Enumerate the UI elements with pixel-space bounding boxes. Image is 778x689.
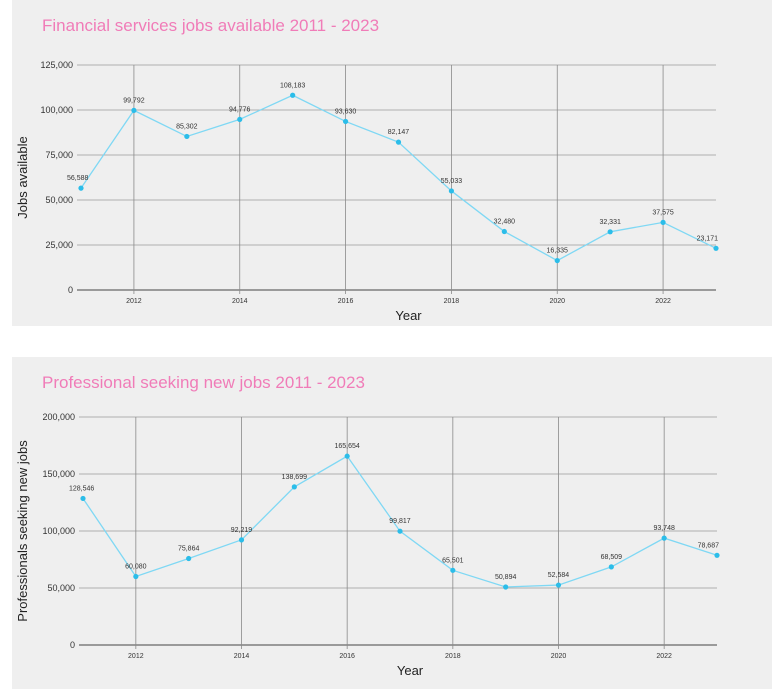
data-label: 65,501	[442, 557, 464, 564]
x-axis-label: Year	[397, 663, 424, 678]
data-point	[80, 495, 86, 502]
data-label: 108,183	[280, 82, 305, 89]
data-label: 37,575	[652, 209, 674, 216]
data-point	[78, 185, 84, 191]
data-label: 128,546	[69, 485, 94, 492]
data-label: 92,219	[231, 527, 253, 534]
chart-title: Financial services jobs available 2011 -…	[42, 16, 380, 35]
x-tick-label: 2016	[339, 653, 355, 660]
data-label: 56,588	[67, 175, 89, 182]
data-point	[661, 535, 667, 541]
data-point	[186, 555, 192, 562]
chart-jobs-available: 0 25,000 50,000 75,000 100,000 125,000 2012 201…	[15, 60, 719, 323]
y-tick-label: 50,000	[45, 195, 73, 205]
x-tick-label: 2022	[656, 653, 672, 660]
x-tick-label: 2014	[232, 298, 248, 305]
data-label: 138,699	[282, 474, 307, 481]
y-tick-label: 125,000	[40, 60, 73, 70]
y-tick-label: 75,000	[45, 150, 73, 160]
data-label: 93,630	[335, 108, 357, 115]
y-tick-label: 200,000	[42, 412, 75, 422]
data-point	[237, 116, 243, 123]
chart-panel-jobs-available: Financial services jobs available 2011 -…	[12, 0, 772, 326]
data-point	[344, 453, 350, 459]
data-point	[238, 537, 245, 543]
data-point	[342, 118, 349, 125]
data-point	[607, 229, 613, 235]
y-tick-label: 0	[68, 285, 73, 295]
data-label: 75,864	[178, 546, 200, 553]
data-point	[448, 188, 455, 194]
data-label: 50,894	[495, 574, 517, 581]
data-point	[713, 245, 719, 251]
y-tick-label: 25,000	[45, 240, 73, 250]
data-label: 68,509	[601, 554, 623, 561]
data-point	[395, 139, 402, 145]
data-point	[503, 584, 509, 590]
data-point	[554, 257, 560, 264]
chart-professionals-seeking: 0 50,000 100,000 150,000 200,000 2012 2014 2016…	[15, 412, 720, 678]
data-label: 32,480	[494, 219, 516, 226]
data-point	[501, 228, 507, 235]
chart-panel-professionals-seeking: Professional seeking new jobs 2011 - 202…	[12, 357, 772, 689]
data-label: 165,654	[335, 443, 360, 450]
x-tick-label: 2020	[551, 653, 567, 660]
data-label: 99,817	[389, 518, 411, 525]
x-tick-label: 2014	[234, 653, 250, 660]
y-tick-label: 100,000	[42, 526, 75, 536]
data-point	[450, 567, 456, 573]
data-label: 16,335	[547, 248, 569, 255]
x-tick-label: 2018	[444, 298, 460, 305]
data-label: 23,171	[697, 235, 719, 242]
x-tick-label: 2022	[655, 298, 671, 305]
data-point	[131, 107, 137, 113]
data-label: 55,033	[441, 178, 463, 185]
data-point	[555, 582, 562, 588]
y-axis-label: Jobs available	[15, 136, 30, 218]
data-point	[290, 92, 296, 98]
data-point	[714, 552, 720, 558]
x-tick-label: 2012	[128, 653, 144, 660]
data-label: 82,147	[388, 129, 410, 136]
data-point	[133, 573, 139, 580]
y-tick-label: 50,000	[47, 583, 75, 593]
data-label: 94,776	[229, 106, 251, 113]
data-label: 78,687	[698, 542, 720, 549]
data-point	[397, 528, 403, 534]
y-tick-label: 150,000	[42, 469, 75, 479]
data-point	[660, 219, 666, 225]
data-label: 99,792	[123, 97, 145, 104]
data-point	[291, 484, 297, 490]
data-label: 93,748	[653, 525, 675, 532]
data-label: 60,080	[125, 564, 147, 571]
x-axis-label: Year	[395, 308, 422, 323]
x-tick-label: 2018	[445, 653, 461, 660]
x-tick-label: 2016	[338, 298, 354, 305]
data-label: 32,331	[599, 219, 621, 226]
x-tick-label: 2020	[549, 298, 565, 305]
data-point	[184, 133, 190, 140]
y-tick-label: 100,000	[40, 105, 73, 115]
y-tick-label: 0	[70, 640, 75, 650]
y-axis-label: Professionals seeking new jobs	[15, 440, 30, 622]
x-tick-label: 2012	[126, 298, 142, 305]
data-point	[608, 564, 614, 570]
data-label: 52,584	[548, 572, 570, 579]
data-label: 85,302	[176, 123, 198, 130]
chart-title: Professional seeking new jobs 2011 - 202…	[42, 373, 365, 392]
series-line	[80, 94, 717, 262]
